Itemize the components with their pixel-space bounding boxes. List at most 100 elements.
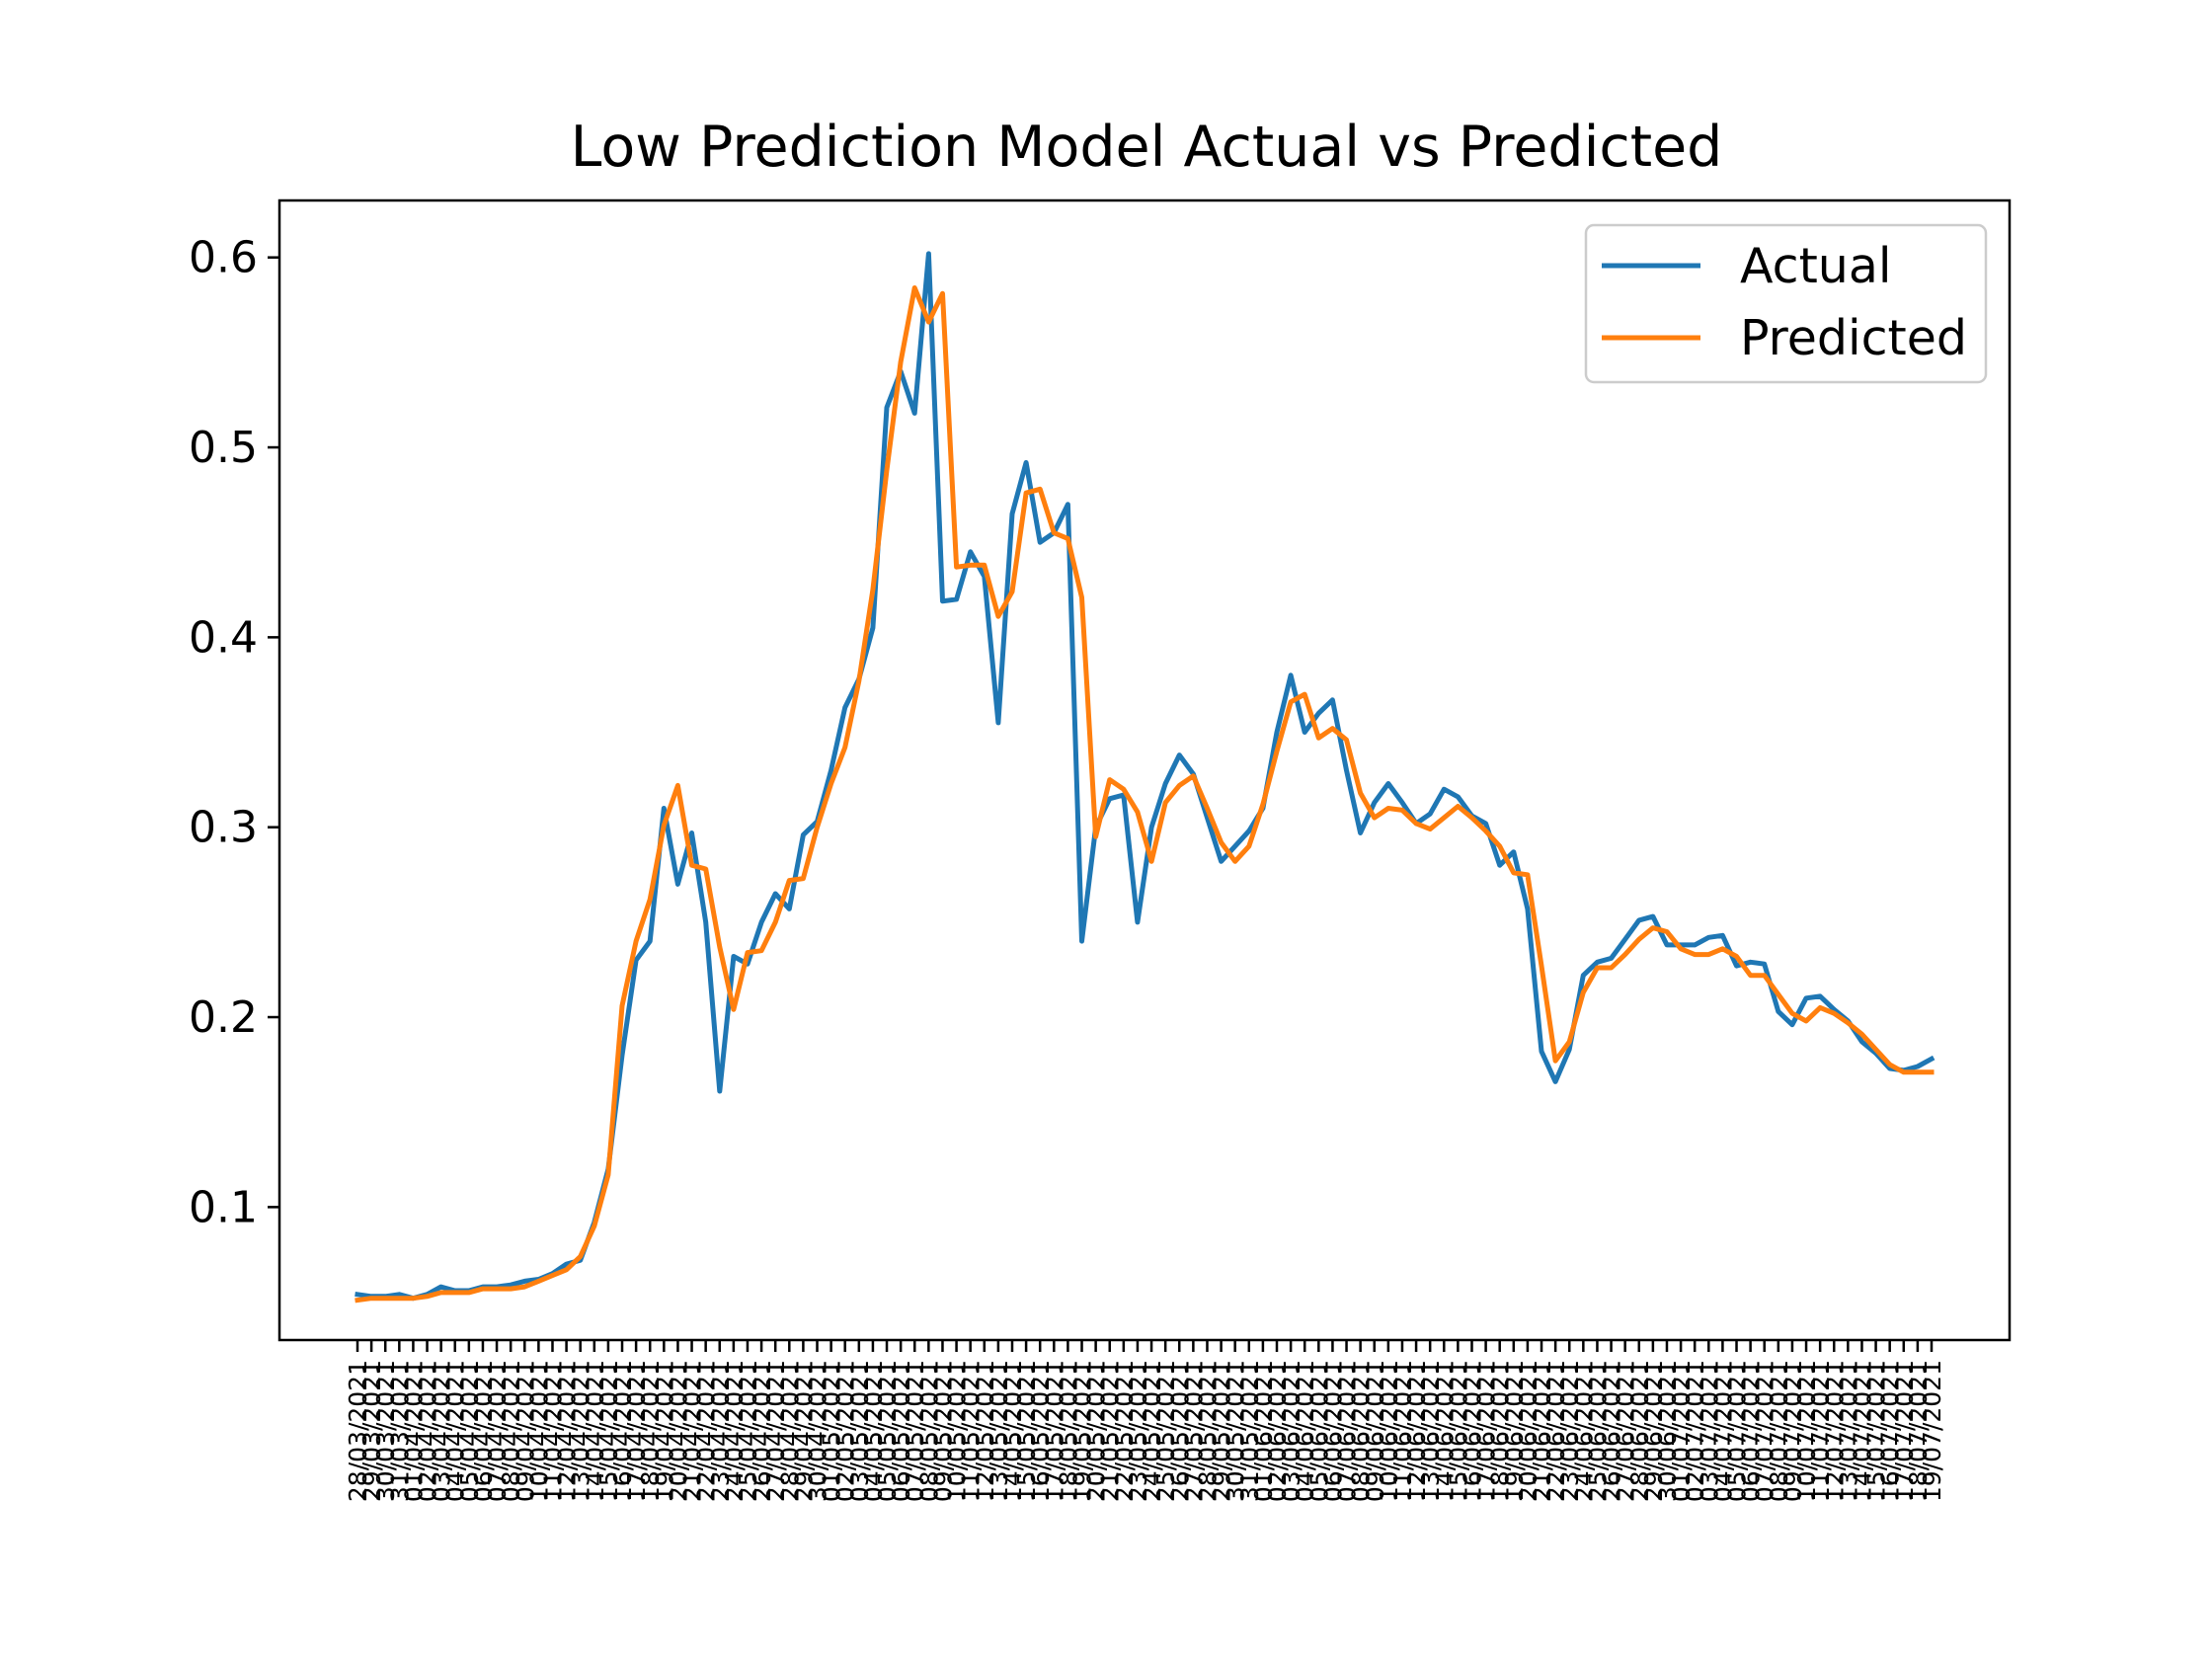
x-tick-label: 28/05/2021	[1194, 1360, 1223, 1502]
x-tick-label: 15/07/2021	[1862, 1360, 1891, 1502]
x-tick-label: 22/06/2021	[1541, 1360, 1570, 1502]
x-tick-label: 25/05/2021	[1151, 1360, 1180, 1502]
x-tick-label: 30/03/2021	[371, 1360, 400, 1502]
x-tick-label: 22/04/2021	[692, 1360, 721, 1502]
x-tick-label: 23/04/2021	[706, 1360, 735, 1502]
x-tick-label: 01/07/2021	[1667, 1360, 1696, 1502]
x-tick-label: 13/04/2021	[567, 1360, 595, 1502]
x-tick-label: 14/07/2021	[1849, 1360, 1877, 1502]
x-tick-label: 11/06/2021	[1388, 1360, 1417, 1502]
x-tick-label: 30/06/2021	[1653, 1360, 1682, 1502]
x-tick-label: 10/05/2021	[943, 1360, 972, 1502]
x-tick-label: 10/07/2021	[1792, 1360, 1821, 1502]
x-tick-label: 29/05/2021	[1208, 1360, 1236, 1502]
x-tick-label: 08/06/2021	[1347, 1360, 1376, 1502]
y-tick-label: 0.4	[189, 612, 258, 663]
y-tick-label: 0.3	[189, 803, 258, 853]
x-tick-label: 20/04/2021	[664, 1360, 692, 1502]
x-tick-label: 11/04/2021	[539, 1360, 568, 1502]
x-tick-label: 16/07/2021	[1876, 1360, 1905, 1502]
x-axis: 28/03/202129/03/202130/03/202131/03/2021…	[344, 1340, 1946, 1502]
x-tick-label: 05/04/2021	[455, 1360, 484, 1502]
x-tick-label: 03/05/2021	[845, 1360, 874, 1502]
y-tick-label: 0.6	[189, 233, 258, 283]
x-tick-label: 28/06/2021	[1625, 1360, 1654, 1502]
x-tick-label: 09/04/2021	[511, 1360, 539, 1502]
x-tick-label: 12/04/2021	[553, 1360, 582, 1502]
x-tick-label: 29/06/2021	[1639, 1360, 1668, 1502]
x-tick-label: 07/06/2021	[1333, 1360, 1362, 1502]
x-tick-label: 15/05/2021	[1012, 1360, 1041, 1502]
x-tick-label: 14/06/2021	[1430, 1360, 1459, 1502]
y-tick-label: 0.1	[189, 1182, 258, 1232]
x-tick-label: 23/05/2021	[1124, 1360, 1152, 1502]
x-tick-label: 10/06/2021	[1375, 1360, 1403, 1502]
x-tick-label: 04/07/2021	[1708, 1360, 1737, 1502]
x-tick-label: 05/06/2021	[1304, 1360, 1333, 1502]
x-tick-label: 24/04/2021	[720, 1360, 749, 1502]
x-tick-label: 19/06/2021	[1500, 1360, 1529, 1502]
x-tick-label: 06/06/2021	[1318, 1360, 1347, 1502]
x-tick-label: 09/07/2021	[1778, 1360, 1807, 1502]
plot-frame	[277, 198, 2012, 1342]
x-tick-label: 18/06/2021	[1486, 1360, 1515, 1502]
x-tick-label: 04/04/2021	[441, 1360, 470, 1502]
x-tick-label: 28/04/2021	[775, 1360, 804, 1502]
x-tick-label: 08/04/2021	[497, 1360, 525, 1502]
x-tick-label: 30/04/2021	[804, 1360, 832, 1502]
x-tick-label: 11/05/2021	[957, 1360, 986, 1502]
x-tick-label: 06/05/2021	[887, 1360, 915, 1502]
x-tick-label: 03/07/2021	[1695, 1360, 1723, 1502]
series-layer	[355, 251, 1936, 1304]
x-tick-label: 19/04/2021	[650, 1360, 678, 1502]
x-tick-label: 07/05/2021	[901, 1360, 929, 1502]
x-tick-label: 29/04/2021	[789, 1360, 818, 1502]
x-tick-label: 08/05/2021	[914, 1360, 943, 1502]
x-tick-label: 15/04/2021	[594, 1360, 623, 1502]
x-tick-label: 26/05/2021	[1165, 1360, 1194, 1502]
x-tick-label: 16/05/2021	[1026, 1360, 1055, 1502]
x-tick-label: 09/06/2021	[1361, 1360, 1389, 1502]
y-tick-label: 0.2	[189, 992, 258, 1043]
x-tick-label: 07/04/2021	[483, 1360, 512, 1502]
x-tick-label: 24/05/2021	[1138, 1360, 1166, 1502]
x-tick-label: 10/04/2021	[524, 1360, 553, 1502]
x-tick-label: 19/05/2021	[1068, 1360, 1097, 1502]
x-tick-label: 30/05/2021	[1222, 1360, 1250, 1502]
x-tick-label: 09/05/2021	[929, 1360, 958, 1502]
x-tick-label: 14/05/2021	[998, 1360, 1027, 1502]
x-tick-label: 14/04/2021	[581, 1360, 609, 1502]
x-tick-label: 18/05/2021	[1054, 1360, 1082, 1502]
x-tick-label: 12/07/2021	[1820, 1360, 1849, 1502]
x-tick-label: 27/05/2021	[1179, 1360, 1208, 1502]
x-tick-label: 06/04/2021	[469, 1360, 498, 1502]
x-tick-label: 17/04/2021	[622, 1360, 651, 1502]
x-tick-label: 02/07/2021	[1681, 1360, 1709, 1502]
x-tick-label: 13/06/2021	[1416, 1360, 1445, 1502]
legend-label-actual: Actual	[1740, 238, 1892, 294]
x-tick-label: 05/07/2021	[1723, 1360, 1752, 1502]
x-tick-label: 08/07/2021	[1765, 1360, 1793, 1502]
x-tick-label: 12/05/2021	[971, 1360, 999, 1502]
x-tick-label: 11/07/2021	[1806, 1360, 1835, 1502]
x-tick-label: 31/03/2021	[385, 1360, 414, 1502]
x-tick-label: 27/06/2021	[1612, 1360, 1640, 1502]
x-tick-label: 29/03/2021	[357, 1360, 386, 1502]
x-tick-label: 02/05/2021	[831, 1360, 860, 1502]
x-tick-label: 13/05/2021	[985, 1360, 1013, 1502]
x-tick-label: 16/04/2021	[608, 1360, 637, 1502]
x-tick-label: 17/07/2021	[1890, 1360, 1919, 1502]
series-line-actual	[355, 251, 1936, 1302]
x-tick-label: 02/06/2021	[1263, 1360, 1292, 1502]
x-tick-label: 12/06/2021	[1402, 1360, 1431, 1502]
x-tick-label: 15/06/2021	[1444, 1360, 1472, 1502]
x-tick-label: 17/06/2021	[1472, 1360, 1501, 1502]
x-tick-label: 17/05/2021	[1040, 1360, 1068, 1502]
chart-title: Low Prediction Model Actual vs Predicted	[571, 115, 1723, 180]
x-tick-label: 23/06/2021	[1555, 1360, 1584, 1502]
x-tick-label: 07/07/2021	[1751, 1360, 1779, 1502]
x-tick-label: 19/07/2021	[1918, 1360, 1946, 1502]
x-tick-label: 22/05/2021	[1110, 1360, 1139, 1502]
x-tick-label: 16/06/2021	[1459, 1360, 1487, 1502]
